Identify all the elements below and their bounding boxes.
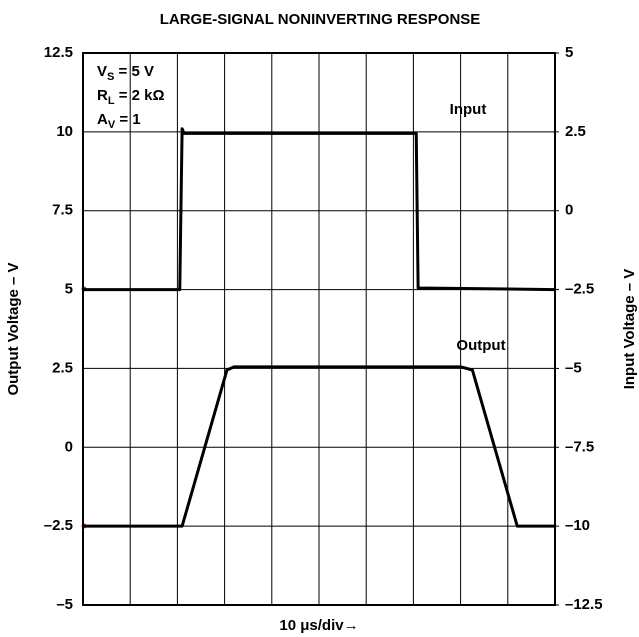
y2-tick-label: 5 [565,44,573,61]
y-tick-label: 7.5 [52,202,73,219]
series-label: Output [456,337,505,354]
y-tick-label: 12.5 [44,44,73,61]
y2-tick-label: –12.5 [565,596,603,613]
series-line [83,127,556,292]
y-tick-label: 10 [56,123,73,140]
annotation: AV = 1 [97,111,141,131]
y-tick-label: –5 [56,596,73,613]
annotation-rest: = 5 V [114,63,154,80]
y2-tick-label: 2.5 [565,123,586,140]
annotation-main: V [97,63,107,80]
y2-tick-label: 0 [565,202,573,219]
annotation-sub: S [107,71,114,83]
annotation: RL = 2 kΩ [97,87,165,107]
x-axis-label: 10 μs/div→ [279,617,358,634]
annotation-sub: V [108,119,116,131]
y2-tick-label: –5 [565,359,582,376]
y2-tick-label: –2.5 [565,281,594,298]
y2-tick-label: –10 [565,517,590,534]
y-tick-label: 5 [65,281,73,298]
y-axis-label: Output Voltage – V [5,262,22,395]
y-tick-label: 2.5 [52,359,73,376]
annotation-main: R [97,87,108,104]
annotation-main: A [97,111,108,128]
annotation: VS = 5 V [97,63,154,83]
plot-frame [82,52,556,606]
y-tick-label: 0 [65,438,73,455]
annotation-sub: L [108,95,115,107]
annotation-rest: = 1 [115,111,140,128]
y-tick-label: –2.5 [44,517,73,534]
series-line [83,365,555,528]
y2-tick-label: –7.5 [565,438,594,455]
y2-axis-label: Input Voltage – V [621,269,638,390]
chart-title: LARGE-SIGNAL NONINVERTING RESPONSE [160,11,481,28]
annotation-rest: = 2 kΩ [115,87,165,104]
series-label: Input [450,101,487,118]
